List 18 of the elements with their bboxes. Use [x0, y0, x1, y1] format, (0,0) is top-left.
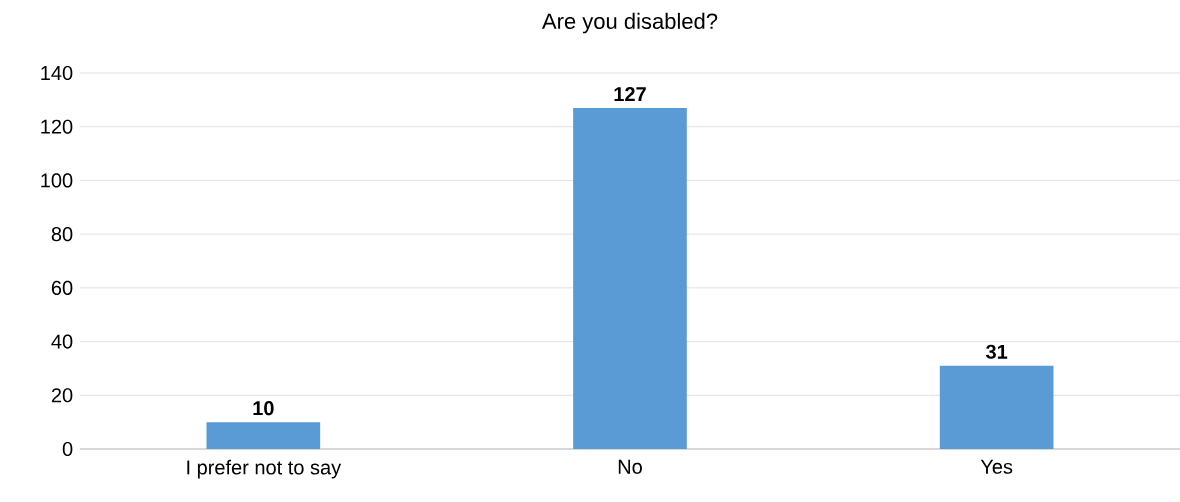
y-tick-label: 140 — [41, 65, 73, 81]
y-tick-label: 80 — [51, 227, 73, 242]
y-tick-label: 100 — [41, 173, 73, 188]
y-tick-label: 0 — [62, 441, 73, 457]
y-tick-label: 20 — [51, 388, 73, 403]
y-tick-label: 120 — [41, 119, 73, 134]
y-tick-label: 40 — [51, 334, 73, 349]
bar — [573, 107, 687, 449]
data-label: 31 — [985, 344, 1008, 359]
x-tick-label: I prefer not to say — [187, 459, 342, 479]
data-label: 10 — [253, 401, 274, 416]
bar — [206, 422, 321, 449]
bar — [939, 365, 1054, 449]
y-tick-label: 60 — [51, 280, 73, 295]
x-tick-label: No — [618, 459, 642, 474]
chart-title: Are you disabled? — [541, 12, 718, 34]
x-tick-label: Yes — [980, 459, 1013, 474]
data-label: 127 — [614, 87, 646, 102]
